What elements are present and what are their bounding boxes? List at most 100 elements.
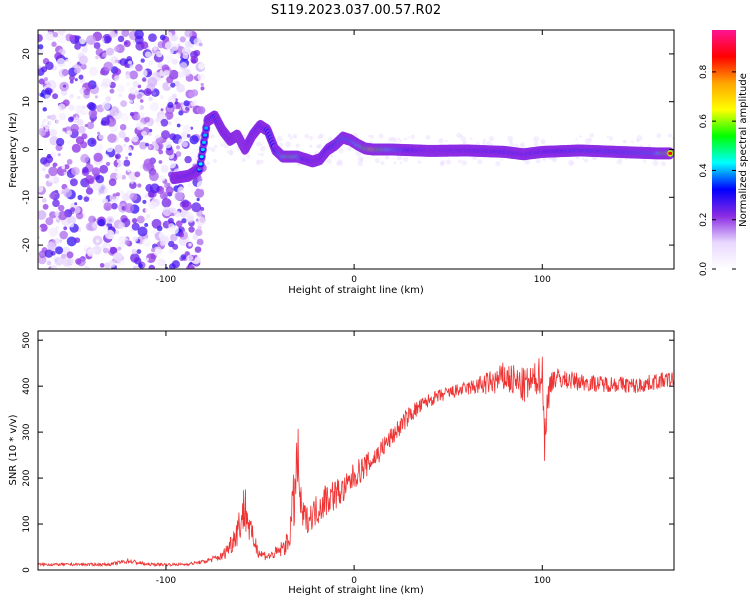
spectrogram-cell (67, 215, 77, 225)
spectrogram-cell (57, 34, 67, 43)
spectrogram-cell (196, 216, 206, 226)
spectrogram-cell (102, 247, 109, 254)
spectrogram-cell (147, 76, 158, 87)
spectrogram-cell (459, 134, 463, 138)
spectrogram-cell (48, 227, 58, 237)
spectrogram-cell (128, 124, 133, 129)
spectrogram-cell (69, 34, 75, 41)
spectrogram-cell (129, 181, 137, 189)
spectrogram-cell (174, 191, 184, 201)
spectrogram-cell (77, 125, 86, 134)
spectrogram-cell (156, 122, 162, 127)
spectrogram-cell (120, 113, 129, 122)
spectrogram-cell (214, 144, 218, 149)
spectrogram-cell (105, 96, 112, 102)
spectrogram-cell (514, 143, 519, 148)
spectrogram-cell (295, 143, 300, 148)
spectrogram-cell (175, 220, 183, 227)
spectrogram-cell (99, 263, 105, 268)
spectrogram-cell (137, 226, 148, 237)
spectrogram-cell (106, 145, 114, 153)
spectrogram-cell (38, 250, 47, 259)
spectrogram-cell (93, 42, 101, 49)
spectrogram-cell (114, 112, 118, 116)
spectrogram-cell (50, 264, 58, 269)
spectrogram-cell (194, 256, 202, 264)
spectrogram-cell (115, 230, 119, 234)
spectrogram-cell (71, 143, 81, 153)
spectrogram-cell (117, 246, 122, 251)
spectrogram-cell (187, 182, 193, 187)
snr-y-tick-label: 200 (22, 469, 32, 486)
spectrogram-cell (244, 134, 247, 137)
spectrogram-marks (38, 30, 674, 269)
spectrogram-cell (131, 217, 138, 224)
spectrogram-y-tick-label: 20 (22, 48, 32, 60)
spectrogram-cell (179, 62, 188, 71)
spectrogram-cell (164, 58, 169, 62)
spectrogram-cell (330, 154, 334, 158)
spectrogram-cell (123, 40, 131, 48)
spectrogram-cell (38, 255, 47, 265)
spectrogram-cell (184, 30, 193, 38)
spectrogram-cell (175, 145, 181, 150)
spectrogram-cell (69, 93, 74, 99)
spectrogram-cell (128, 60, 133, 65)
spectrogram-cell (111, 202, 118, 210)
spectrogram-cell (56, 58, 66, 68)
spectrogram-cell (118, 130, 126, 139)
spectrogram-cell (374, 158, 380, 164)
spectrogram-cell (124, 64, 128, 68)
spectrogram-cell (94, 142, 104, 153)
spectrogram-cell (118, 222, 125, 230)
spectrogram-cell (111, 242, 117, 248)
spectrogram-cell (370, 134, 375, 139)
spectrogram-cell (583, 158, 589, 163)
spectrogram-cell (151, 141, 157, 146)
spectrogram-cell (309, 144, 313, 148)
spectrogram-cell (289, 136, 293, 140)
spectrogram-cell (425, 135, 431, 140)
spectrogram-cell (190, 55, 199, 64)
spectrogram-cell (80, 63, 87, 70)
spectrogram-cell (77, 95, 81, 100)
spectrogram-cell (96, 81, 101, 86)
snr-y-tick-label: 100 (22, 515, 32, 532)
spectrogram-cell (138, 263, 143, 268)
spectrogram-cell (113, 46, 120, 52)
spectrogram-cell (399, 161, 403, 165)
spectrogram-cell (104, 229, 115, 240)
spectrogram-cell (407, 136, 410, 139)
snr-y-tick-label: 500 (22, 331, 32, 348)
spectrogram-cell (57, 204, 65, 212)
spectrogram-cell (197, 225, 202, 230)
spectrogram-cell (86, 248, 96, 257)
spectrogram-cell (139, 164, 144, 169)
spectrogram-cell (38, 185, 44, 193)
spectrogram-cell (64, 187, 70, 193)
spectrogram-cell (150, 102, 159, 112)
spectrogram-cell (83, 196, 90, 202)
spectrogram-cell (81, 133, 88, 140)
spectrogram-cell (57, 210, 68, 221)
spectrogram-cell (152, 246, 163, 256)
spectrogram-cell (131, 222, 140, 231)
spectrogram-cell (68, 265, 72, 269)
spectrogram-cell (160, 164, 169, 173)
spectrogram-cell (52, 93, 59, 100)
colorbar-tick-label: 0.2 (699, 213, 709, 227)
spectrogram-cell (131, 135, 139, 143)
spectrogram-cell (70, 123, 79, 133)
spectrogram-cell (164, 140, 172, 149)
spectrogram-cell (575, 137, 578, 141)
spectrogram-cell (144, 208, 150, 213)
spectrogram-cell (212, 158, 218, 163)
spectrogram-cell (94, 95, 98, 99)
spectrogram-cell (622, 139, 627, 144)
spectrogram-cell (635, 138, 640, 143)
spectrogram-cell (86, 184, 91, 189)
spectrogram-cell (149, 183, 160, 194)
spectrogram-cell (276, 135, 283, 142)
spectrogram-cell (109, 246, 118, 255)
spectrogram-cell (130, 180, 134, 184)
